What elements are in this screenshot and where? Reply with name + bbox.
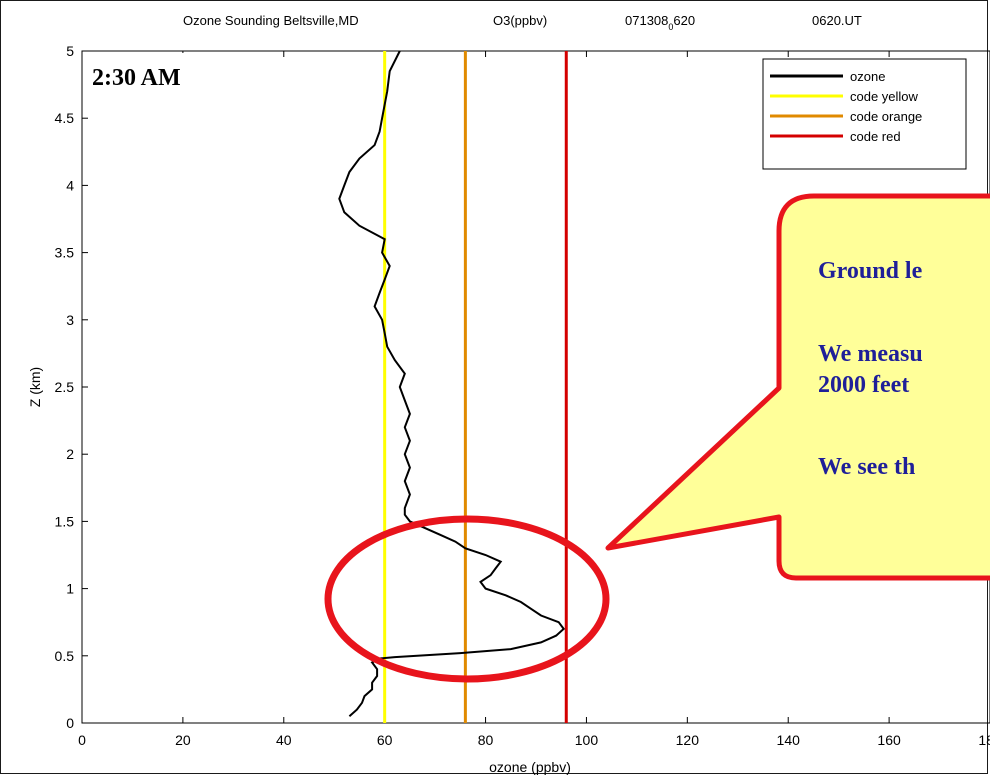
chart-title-date-main: 071308 [625,13,668,28]
chart-title-date-sub: 0 [668,22,673,32]
legend-label-code-orange: code orange [850,109,922,124]
highlight-ellipse [324,515,610,683]
y-tick-label: 5 [66,43,74,59]
x-tick-label: 60 [377,732,393,748]
y-axis-ticks: 0 0.5 1 1.5 2 2.5 3 3.5 4 4.5 5 [55,43,88,731]
y-axis-label: Z (km) [27,367,43,407]
callout-bubble: Ground le We measu 2000 feet We see th [605,193,990,581]
time-label: 2:30 AM [92,65,181,91]
y-tick-label: 0.5 [55,648,75,664]
x-tick-label: 0 [78,732,86,748]
callout-line-1: Ground le [818,258,923,284]
y-tick-label: 0 [66,715,74,731]
callout-line-4: We see th [818,454,915,480]
legend-label-code-red: code red [850,129,901,144]
y-tick-label: 3 [66,312,74,328]
callout-shape [605,193,990,581]
y-tick-label: 2 [66,446,74,462]
chart-title-station: Ozone Sounding Beltsville,MD [183,13,359,28]
x-tick-label: 80 [478,732,494,748]
y-tick-label: 4 [66,177,74,193]
x-tick-label: 160 [877,732,901,748]
chart-title-date-end: 620 [673,13,695,28]
legend-label-ozone: ozone [850,69,885,84]
legend: ozone code yellow code orange code red [762,58,967,170]
chart-title-date: 0713080620 [625,13,695,32]
legend-label-code-yellow: code yellow [850,89,919,104]
y-tick-label: 1.5 [55,513,75,529]
x-tick-label: 100 [575,732,599,748]
callout-line-3: 2000 feet [818,372,909,398]
callout-line-2: We measu [818,341,923,367]
y-tick-label: 4.5 [55,110,75,126]
x-axis-label: ozone (ppbv) [489,759,571,775]
time-label-background [84,53,236,95]
x-tick-label: 120 [676,732,700,748]
x-tick-label: 40 [276,732,292,748]
ozone-series-line [338,50,566,718]
chart-title-units: O3(ppbv) [493,13,547,28]
x-tick-label: 140 [777,732,801,748]
threshold-lines [383,51,568,723]
chart-title-time: 0620.UT [812,13,862,28]
y-tick-label: 2.5 [55,379,75,395]
x-tick-label: 180 [978,732,990,748]
x-tick-label: 20 [175,732,191,748]
y-tick-label: 3.5 [55,245,75,261]
y-tick-label: 1 [66,581,74,597]
